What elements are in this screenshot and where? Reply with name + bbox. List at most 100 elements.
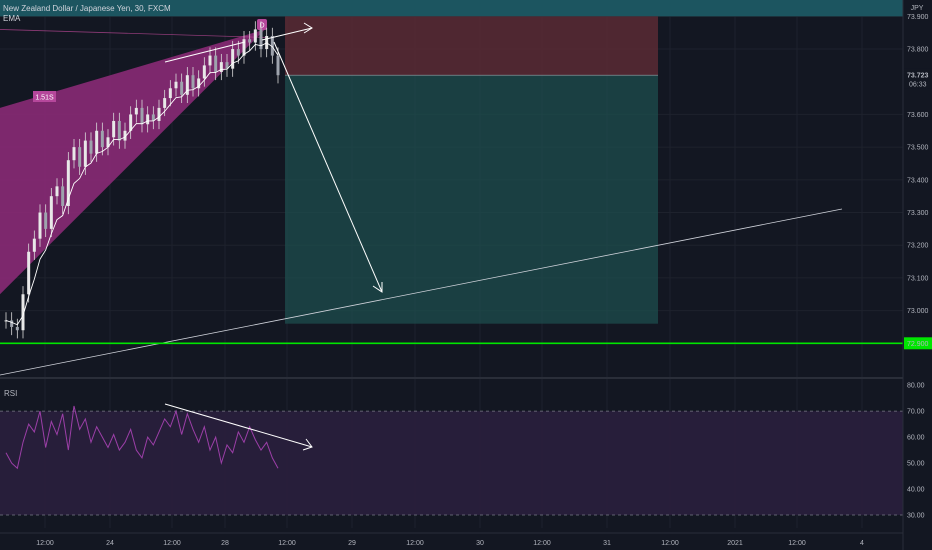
support-price-tag [904, 337, 932, 350]
countdown-label: 06:33 [909, 82, 927, 89]
rsi-tick-label: 70.00 [907, 409, 925, 416]
candle-body [219, 62, 223, 72]
price-tick-label: 73.200 [907, 243, 929, 250]
candle-body [78, 147, 82, 167]
time-tick-label: 12:00 [163, 540, 181, 547]
candle-body [163, 98, 167, 108]
candle-body [140, 107, 144, 125]
candle-body [236, 49, 240, 56]
candle-body [185, 75, 189, 95]
candle-body [214, 55, 218, 72]
time-tick-label: 12:00 [278, 540, 296, 547]
rsi-tick-label: 80.00 [907, 383, 925, 390]
price-tick-label: 73.900 [907, 14, 929, 21]
candle-body [66, 160, 70, 206]
candle-body [38, 212, 42, 239]
indicator-label: EMA [3, 14, 21, 23]
price-tick-label: 73.500 [907, 145, 929, 152]
rsi-tick-label: 60.00 [907, 435, 925, 442]
candle-body [4, 320, 8, 322]
candle-body [129, 114, 133, 131]
candle-body [117, 120, 121, 141]
candle-body [32, 238, 36, 252]
candle-body [123, 130, 127, 141]
pattern-point-d-label: D [259, 23, 264, 30]
candle-body [106, 137, 110, 148]
candle-body [146, 114, 150, 125]
candle-body [15, 326, 19, 331]
price-axis: JPY 73.900 73.800 73.600 73.500 73.400 73.300 7… [902, 0, 932, 550]
rsi-panel [0, 403, 903, 516]
time-tick-label: 24 [106, 540, 114, 547]
time-tick-label: 12:00 [406, 540, 424, 547]
price-tick-label: 73.300 [907, 210, 929, 217]
candle-body [197, 78, 201, 89]
candle-body [174, 81, 178, 89]
price-tick-label: 73.800 [907, 47, 929, 54]
candle-body [83, 140, 87, 167]
candle-body [225, 62, 229, 69]
currency-label: JPY [911, 5, 924, 12]
downside-target-arrow [273, 41, 383, 293]
rsi-line [5, 405, 279, 470]
time-tick-label: 31 [603, 540, 611, 547]
candle-body [253, 29, 257, 43]
upper-trendline [164, 41, 246, 63]
rsi-tick-label: 50.00 [907, 461, 925, 468]
price-tick-label: 73.400 [907, 177, 929, 184]
rsi-divergence-arrowhead [302, 438, 313, 451]
candle-body [191, 75, 195, 89]
candle-body [27, 251, 31, 295]
price-tick-label: 73.000 [907, 308, 929, 315]
time-tick-label: 30 [476, 540, 484, 547]
pattern-leg [0, 29, 266, 38]
ascending-support-line [0, 208, 843, 376]
price-tick-label: 73.600 [907, 112, 929, 119]
candle-body [270, 35, 274, 56]
candle-body [72, 147, 76, 161]
candle-body [49, 196, 53, 229]
chart-legend: New Zealand Dollar / Japanese Yen, 30, F… [3, 4, 171, 24]
time-tick-label: 29 [348, 540, 356, 547]
price-axis-background [903, 0, 932, 550]
rsi-divergence-line [164, 403, 313, 448]
candle-body [61, 186, 65, 206]
downside-arrowhead [372, 282, 383, 293]
price-tick-label: 73.100 [907, 275, 929, 282]
candle-body [202, 65, 206, 79]
rsi-label: RSI [4, 389, 18, 398]
candle-body [44, 212, 48, 229]
projection-arrowhead [303, 22, 313, 34]
ema-line [5, 42, 279, 326]
rsi-tick-label: 40.00 [907, 487, 925, 494]
candle-body [10, 320, 14, 327]
trend-drawings [0, 22, 903, 376]
candle-body [248, 39, 252, 43]
candle-body [208, 55, 212, 66]
stop-loss-zone [285, 16, 658, 76]
pattern-point-d-marker [257, 19, 267, 30]
time-tick-label: 12:00 [661, 540, 679, 547]
candle-body [168, 88, 172, 99]
candle-body [157, 107, 161, 121]
price-series [4, 21, 280, 339]
time-tick-label: 28 [221, 540, 229, 547]
time-tick-label: 2021 [727, 540, 743, 547]
time-tick-label: 12:00 [36, 540, 54, 547]
take-profit-zone [285, 75, 658, 324]
support-price-label: 72.900 [907, 341, 929, 348]
candle-body [180, 81, 184, 95]
current-price-tag [904, 68, 932, 89]
candle-body [134, 107, 138, 115]
candle-body [21, 294, 25, 331]
upper-highlight-band [0, 0, 903, 17]
candle-body [55, 186, 59, 197]
time-tick-label: 12:00 [788, 540, 806, 547]
rsi-band [0, 411, 903, 516]
candle-body [242, 39, 246, 56]
time-tick-label: 12:00 [533, 540, 551, 547]
candle-body [112, 120, 116, 138]
time-axis: 12:00 24 12:00 28 12:00 29 12:00 30 12:00 31 12:00… [0, 532, 903, 547]
candle-body [276, 55, 280, 76]
